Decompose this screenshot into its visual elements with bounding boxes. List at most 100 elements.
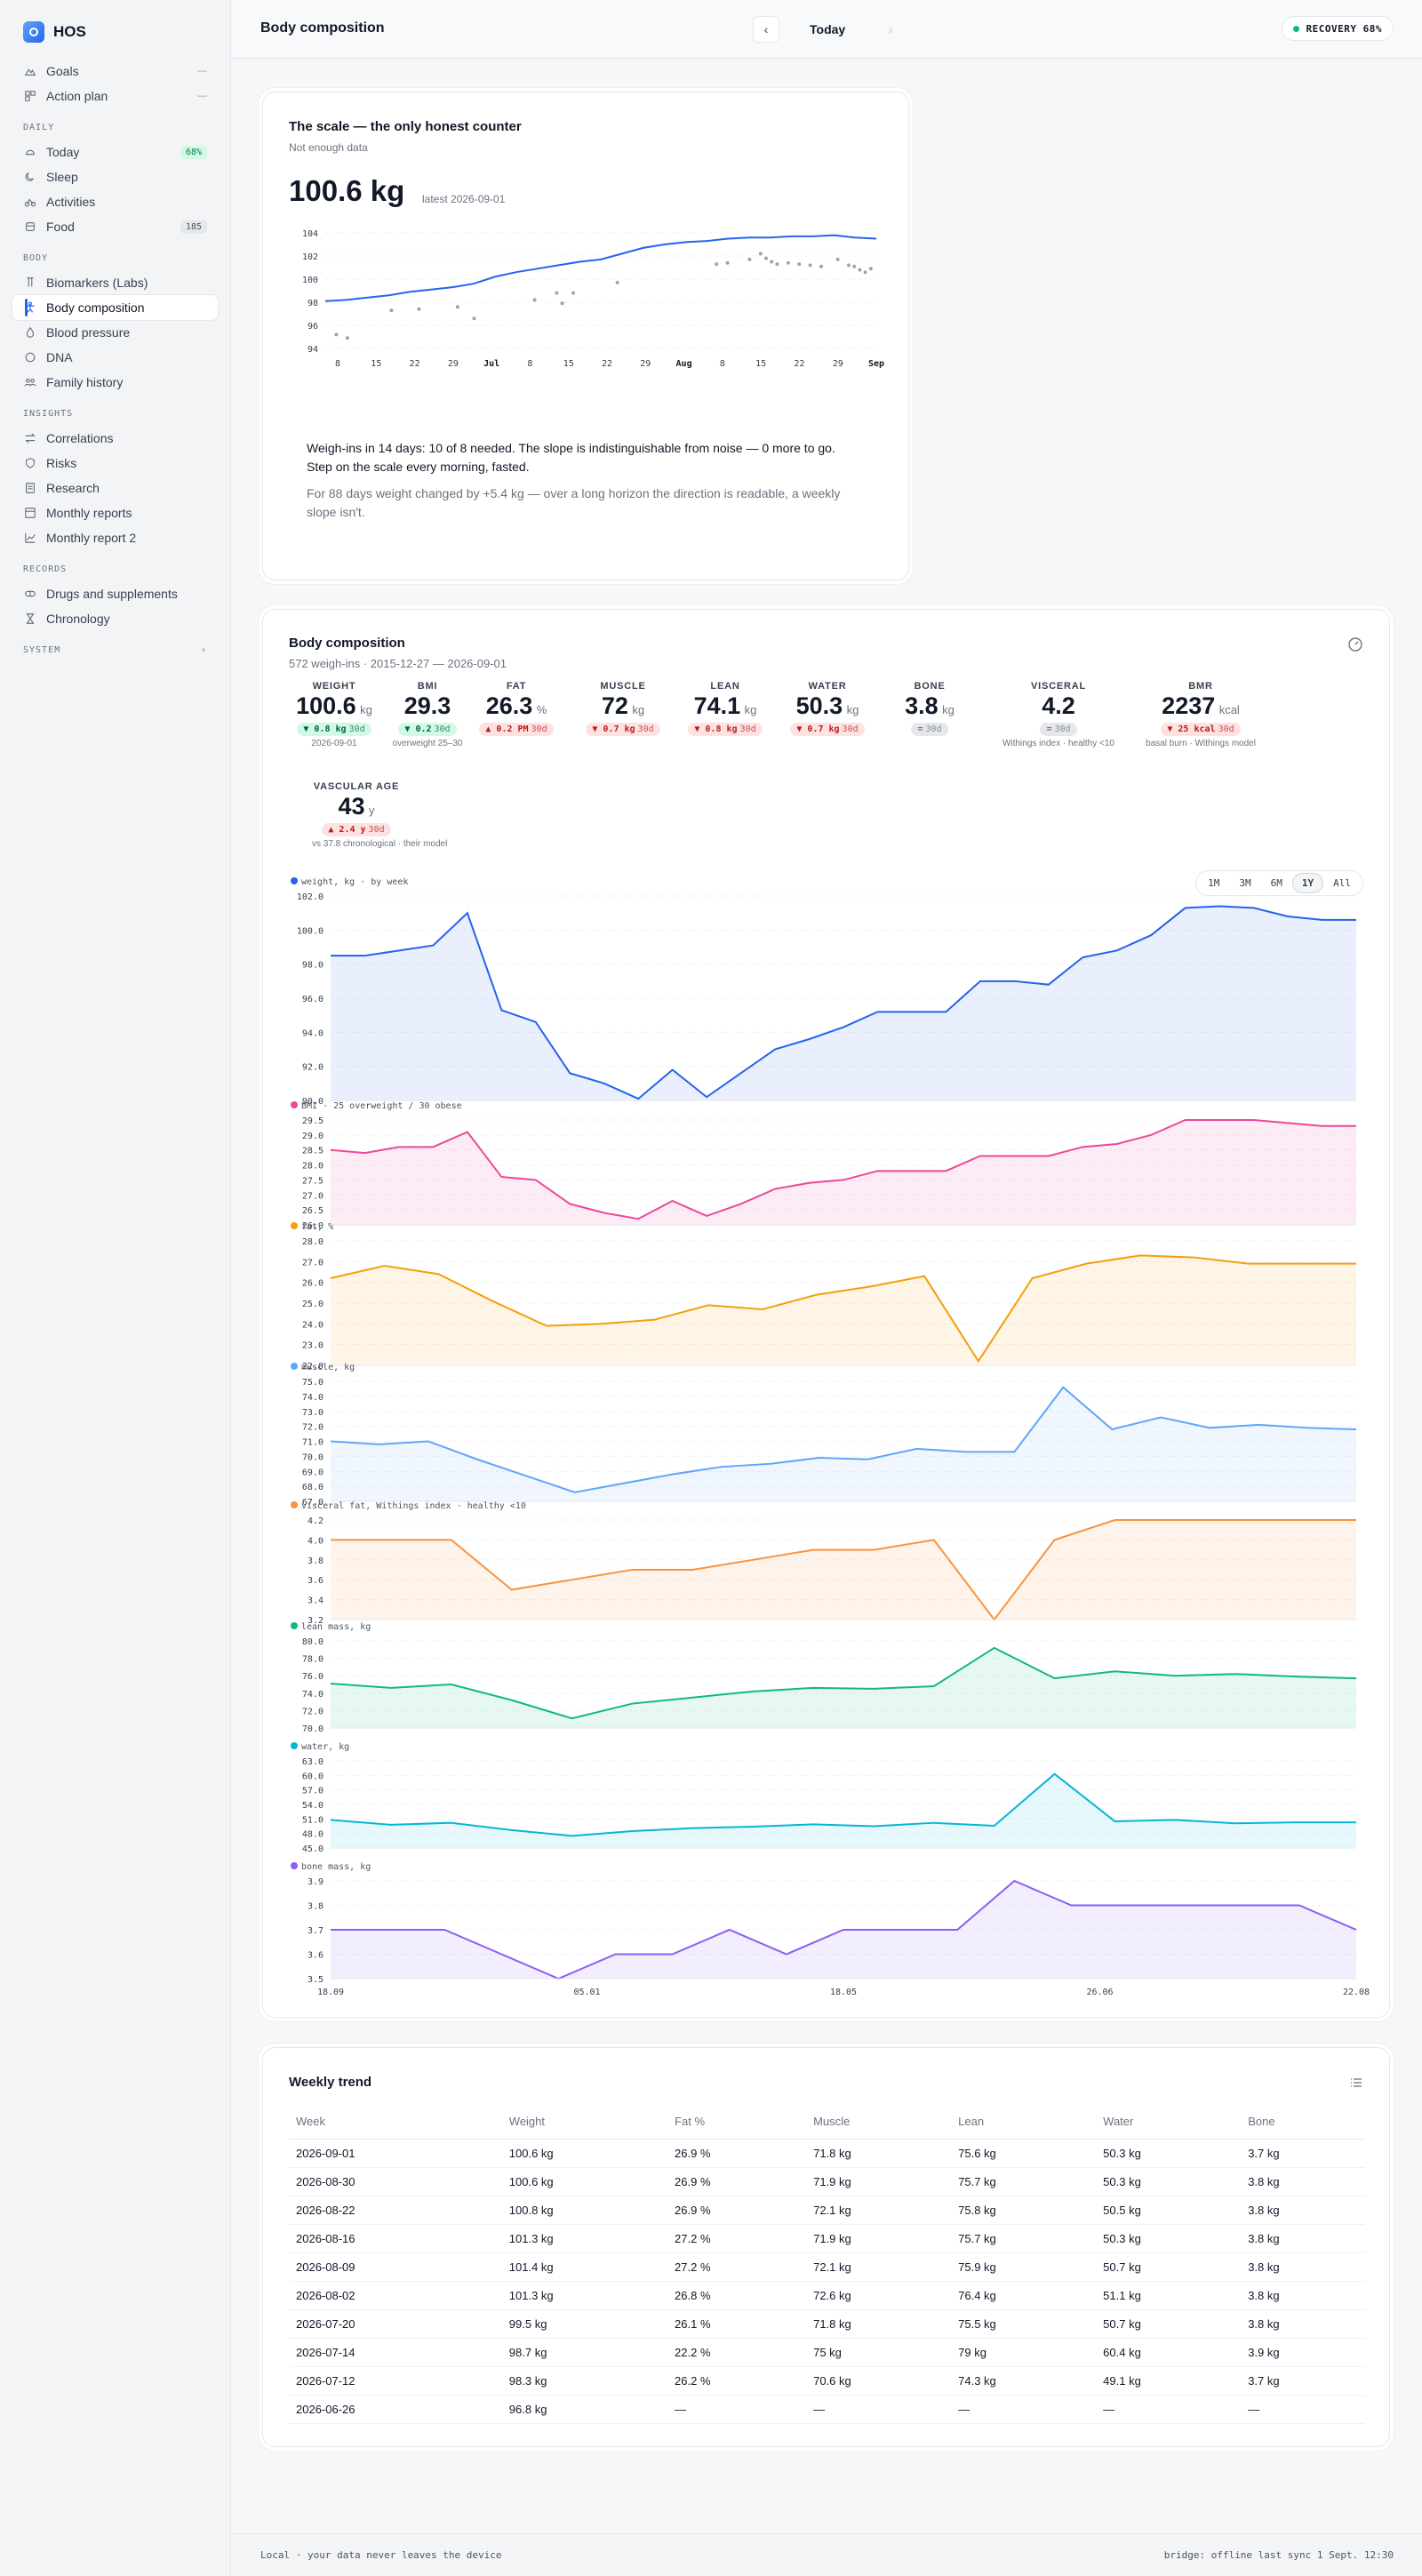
sidebar-item-food[interactable]: Food 185 [12, 214, 218, 239]
table-cell: — [806, 2395, 952, 2424]
column-header[interactable]: Week [289, 2105, 502, 2140]
column-header[interactable]: Lean [951, 2105, 1097, 2140]
sidebar-item-action-plan[interactable]: Action plan — [12, 84, 218, 108]
sidebar-item-monthly-reports[interactable]: Monthly reports [12, 500, 218, 525]
column-header[interactable]: Water [1096, 2105, 1242, 2140]
sidebar-item-monthly-report-2[interactable]: Monthly report 2 [12, 525, 218, 550]
range-option-1y[interactable]: 1Y [1292, 874, 1323, 892]
table-cell: 75.8 kg [951, 2196, 1097, 2225]
weigh-in-point [560, 301, 564, 306]
weigh-in-point [868, 267, 873, 271]
previous-day-button[interactable]: ‹ [753, 16, 779, 43]
y-tick-label: 3.4 [308, 1596, 324, 1606]
stat-value: 43 [338, 793, 365, 820]
table-cell: 98.3 kg [501, 2366, 668, 2396]
series-area [331, 1120, 1356, 1225]
x-tick-label: Sep [868, 359, 884, 369]
sidebar-item-biomarkers-labs[interactable]: Biomarkers (Labs) [12, 270, 218, 295]
sidebar-item-drugs-and-supplements[interactable]: Drugs and supplements [12, 581, 218, 606]
stat-unit: kg [846, 703, 859, 716]
sidebar-item-activities[interactable]: Activities [12, 189, 218, 214]
sidebar-item-chronology[interactable]: Chronology [12, 606, 218, 631]
sidebar-item-body-composition[interactable]: Body composition [12, 295, 218, 320]
table-cell: 50.5 kg [1096, 2196, 1242, 2225]
sidebar-section-label: DAILY [23, 123, 55, 132]
recovery-badge[interactable]: RECOVERY 68% [1281, 16, 1394, 41]
sidebar-system-toggle[interactable]: SYSTEM › [23, 645, 207, 655]
stat-unit: y [369, 804, 375, 817]
y-tick-label: 63.0 [302, 1757, 324, 1767]
y-tick-label: 67.0 [302, 1498, 324, 1508]
stat-label: MUSCLE [600, 681, 646, 692]
next-day-button[interactable]: › [877, 16, 904, 43]
column-header[interactable]: Fat % [667, 2105, 807, 2140]
composition-card: Body composition 572 weigh-ins · 2015-12… [262, 609, 1390, 2018]
list-icon[interactable] [1349, 2076, 1363, 2090]
y-tick-label: 3.6 [308, 1951, 324, 1961]
sidebar-item-risks[interactable]: Risks [12, 451, 218, 476]
sidebar-item-correlations[interactable]: Correlations [12, 426, 218, 451]
weigh-in-point [334, 332, 339, 337]
sidebar-item-research[interactable]: Research [12, 476, 218, 500]
date-label[interactable]: Today [810, 22, 846, 36]
range-option-3m[interactable]: 3M [1239, 877, 1251, 889]
y-tick-label: 60.0 [302, 1772, 324, 1781]
body-composition-icon [23, 300, 37, 315]
stat-value: 3.8 [905, 692, 939, 719]
stat-delta-badge: = 30d [911, 723, 948, 736]
x-tick-label: Jul [483, 359, 499, 369]
brand[interactable]: HOS [0, 0, 230, 59]
table-cell: 2026-08-02 [289, 2281, 502, 2310]
chart-title: weight, kg · by week [301, 877, 408, 887]
series-line [330, 1386, 1357, 1493]
composition-title: Body composition [289, 636, 405, 651]
sidebar-item-label: Today [46, 145, 80, 159]
stat-delta-badge: ▼ 0.7 kg 30d [790, 723, 865, 736]
sidebar-item-label: Sleep [46, 170, 78, 184]
y-tick-label: 51.0 [302, 1815, 324, 1825]
x-tick-label: 18.05 [830, 1988, 857, 1997]
table-row: 2026-08-09 101.4 kg 27.2 % 72.1 kg 75.9 kg 50… [289, 2252, 1365, 2282]
x-tick-label: 22.08 [1343, 1988, 1370, 1997]
column-header[interactable]: Weight [501, 2105, 668, 2140]
stat-unit: kg [942, 703, 955, 716]
table-cell: 70.6 kg [806, 2366, 952, 2396]
column-header[interactable]: Muscle [806, 2105, 952, 2140]
y-tick-label: 28.5 [302, 1147, 324, 1156]
table-cell: 50.3 kg [1096, 2167, 1242, 2196]
range-option-all[interactable]: All [1333, 877, 1351, 889]
weigh-in-point [725, 260, 730, 265]
y-tick-label: 28.0 [302, 1162, 324, 1172]
sidebar-item-family-history[interactable]: Family history [12, 370, 218, 395]
stat-unit: kg [632, 703, 645, 716]
column-header[interactable]: Bone [1241, 2105, 1365, 2140]
y-tick-label: 74.0 [302, 1393, 324, 1403]
x-tick-label: 05.01 [573, 1988, 600, 1997]
range-option-1m[interactable]: 1M [1208, 877, 1220, 889]
table-cell: 3.8 kg [1241, 2252, 1365, 2282]
sidebar-item-sleep[interactable]: Sleep [12, 164, 218, 189]
weigh-in-point [345, 336, 349, 340]
range-option-6m[interactable]: 6M [1270, 877, 1282, 889]
series-line [331, 1879, 1357, 1980]
sidebar-item-goals[interactable]: Goals — [12, 59, 218, 84]
sidebar-item-badge: — [197, 66, 207, 76]
y-tick-label: 100 [302, 276, 318, 285]
scale-latest: latest 2026-09-01 [422, 193, 506, 205]
table-cell: 71.8 kg [806, 2309, 952, 2339]
legend-swatch [291, 1222, 298, 1229]
y-tick-label: 78.0 [302, 1655, 324, 1665]
sidebar-item-dna[interactable]: DNA [12, 345, 218, 370]
table-row: 2026-08-02 101.3 kg 26.8 % 72.6 kg 76.4 kg 51… [289, 2281, 1365, 2310]
sidebar-item-badge: 185 [180, 220, 207, 234]
gauge-icon[interactable] [1347, 636, 1363, 652]
table-cell: 3.8 kg [1241, 2167, 1365, 2196]
table-row: 2026-07-14 98.7 kg 22.2 % 75 kg 79 kg 60.4 kg… [289, 2338, 1365, 2367]
table-cell: 2026-06-26 [289, 2395, 502, 2424]
stat-muscle: MUSCLE 72 kg ▼ 0.7 kg 30d [579, 681, 667, 736]
y-tick-label: 28.0 [302, 1237, 324, 1247]
y-tick-label: 3.8 [308, 1556, 324, 1566]
table-cell: 2026-07-14 [289, 2338, 502, 2367]
sidebar-item-blood-pressure[interactable]: Blood pressure [12, 320, 218, 345]
sidebar-item-today[interactable]: Today 68% [12, 140, 218, 164]
